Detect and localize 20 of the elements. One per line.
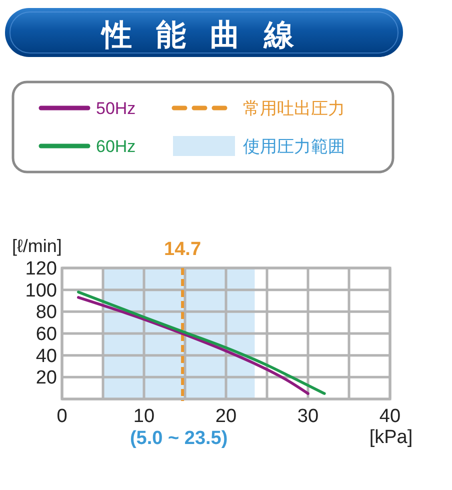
- y-tick-label: 20: [36, 368, 57, 389]
- y-tick-label: 40: [36, 346, 57, 367]
- chart-title: 性能曲線: [100, 19, 318, 52]
- y-tick-label: 60: [36, 324, 57, 345]
- x-tick-label: 20: [215, 406, 237, 427]
- x-tick-label: 10: [133, 406, 155, 427]
- x-tick-label: 40: [379, 406, 401, 427]
- y-axis-title: [ℓ/min]: [12, 236, 62, 256]
- y-tick-label: 100: [25, 280, 57, 302]
- x-axis-title: [kPa]: [369, 427, 413, 448]
- text: (5.0 ~ 23.5): [130, 428, 228, 449]
- x-tick-label: 30: [297, 406, 319, 427]
- legend-label: 60Hz: [96, 137, 136, 156]
- x-tick-label: 0: [56, 406, 68, 427]
- legend-label: 常用吐出圧力: [243, 99, 345, 118]
- text: 14.7: [164, 239, 202, 260]
- legend-label: 使用圧力範囲: [243, 137, 345, 156]
- y-tick-label: 80: [36, 302, 57, 324]
- legend-label: 50Hz: [96, 99, 136, 118]
- y-tick-label: 120: [25, 258, 57, 280]
